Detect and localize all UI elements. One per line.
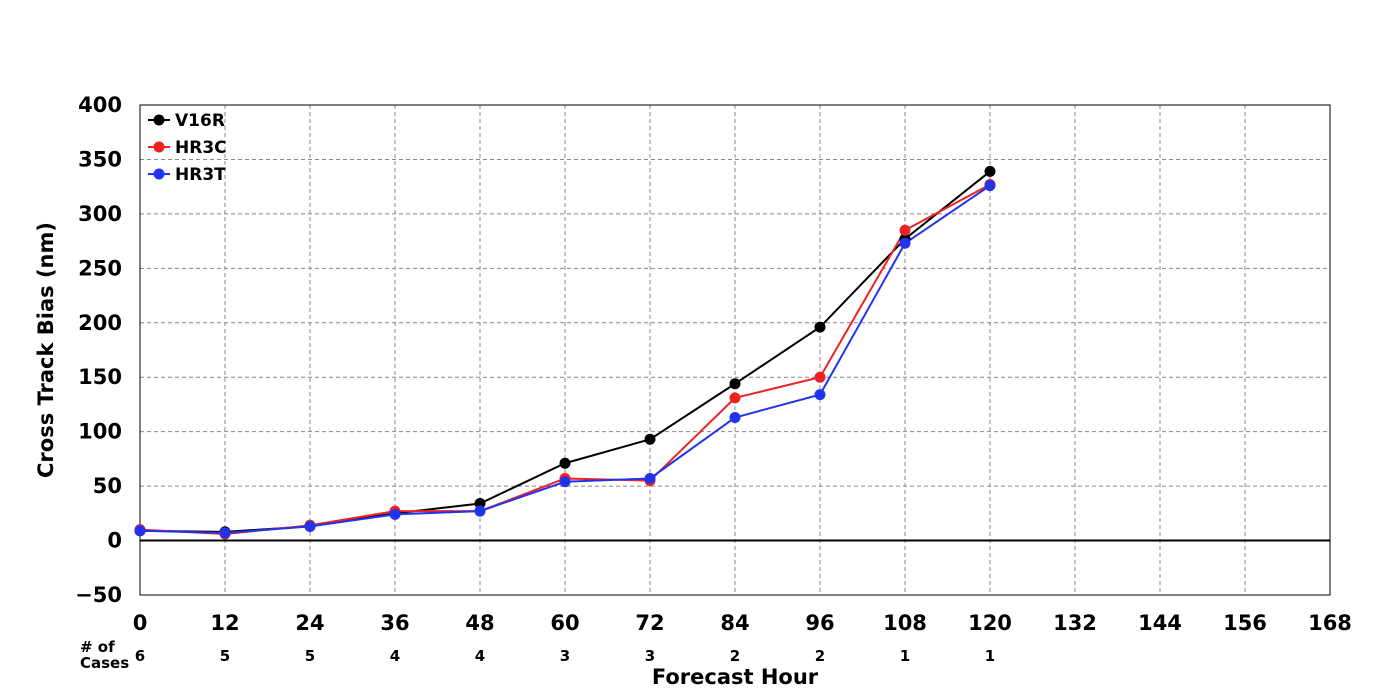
legend: V16R HR3C HR3T bbox=[148, 111, 227, 185]
x-tick-label: 168 bbox=[1308, 611, 1352, 635]
y-tick-label: 50 bbox=[93, 474, 122, 498]
plot-frame bbox=[139, 104, 1331, 596]
x-tick-label: 36 bbox=[380, 611, 409, 635]
legend-marker-hr3c bbox=[153, 141, 165, 153]
grid-lines bbox=[140, 105, 1330, 595]
legend-marker-hr3t bbox=[153, 168, 165, 180]
y-tick-label: 100 bbox=[78, 420, 122, 444]
x-tick-label: 48 bbox=[465, 611, 494, 635]
data-point-hr3t bbox=[134, 525, 146, 537]
y-tick-label: −50 bbox=[75, 583, 122, 607]
x-tick-label: 72 bbox=[635, 611, 664, 635]
data-point-v16r bbox=[729, 378, 741, 390]
cases-count: 4 bbox=[390, 647, 400, 665]
data-point-hr3c bbox=[814, 371, 826, 383]
x-tick-label: 60 bbox=[550, 611, 579, 635]
legend-label-hr3t: HR3T bbox=[175, 165, 226, 185]
cases-row: 6 5 5 4 4 3 3 2 2 1 1 bbox=[135, 647, 995, 665]
series-layer bbox=[134, 165, 996, 540]
y-axis-title: Cross Track Bias (nm) bbox=[34, 222, 58, 478]
data-point-hr3t bbox=[474, 505, 486, 517]
data-point-v16r bbox=[474, 498, 486, 510]
x-tick-label: 84 bbox=[720, 611, 749, 635]
x-tick-label: 108 bbox=[883, 611, 927, 635]
data-point-hr3t bbox=[559, 476, 571, 488]
x-axis-title: Forecast Hour bbox=[652, 665, 819, 689]
data-point-hr3t bbox=[729, 412, 741, 424]
cases-count: 3 bbox=[560, 647, 570, 665]
legend-label-hr3c: HR3C bbox=[175, 138, 227, 158]
y-tick-label: 400 bbox=[78, 93, 122, 117]
data-point-hr3t bbox=[389, 508, 401, 520]
y-tick-label: 0 bbox=[107, 529, 122, 553]
x-tick-label: 132 bbox=[1053, 611, 1097, 635]
data-point-v16r bbox=[984, 165, 996, 177]
legend-marker-v16r bbox=[153, 114, 165, 126]
cases-label-line2: Cases bbox=[80, 654, 129, 672]
x-tick-label: 120 bbox=[968, 611, 1012, 635]
legend-label-v16r: V16R bbox=[175, 111, 225, 131]
data-point-hr3t bbox=[304, 520, 316, 532]
data-point-v16r bbox=[814, 321, 826, 333]
cases-count: 1 bbox=[900, 647, 910, 665]
x-tick-label: 0 bbox=[133, 611, 148, 635]
data-point-hr3t bbox=[814, 389, 826, 401]
y-tick-labels: −50 0 50 100 150 200 250 300 350 400 bbox=[75, 93, 122, 607]
data-point-hr3t bbox=[644, 472, 656, 484]
data-point-hr3c bbox=[899, 224, 911, 236]
cases-count: 5 bbox=[305, 647, 315, 665]
y-tick-label: 200 bbox=[78, 311, 122, 335]
y-tick-label: 150 bbox=[78, 365, 122, 389]
cases-count: 2 bbox=[815, 647, 825, 665]
data-point-v16r bbox=[644, 433, 656, 445]
x-tick-label: 96 bbox=[805, 611, 834, 635]
cases-label-line1: # of bbox=[80, 638, 115, 656]
cases-count: 1 bbox=[985, 647, 995, 665]
data-point-hr3c bbox=[729, 392, 741, 404]
x-tick-label: 156 bbox=[1223, 611, 1267, 635]
data-point-hr3t bbox=[899, 237, 911, 249]
data-point-hr3t bbox=[984, 180, 996, 192]
cases-count: 4 bbox=[475, 647, 485, 665]
x-tick-label: 12 bbox=[210, 611, 239, 635]
x-tick-label: 144 bbox=[1138, 611, 1182, 635]
x-tick-labels: 0 12 24 36 48 60 72 84 96 108 120 132 144 156 168 bbox=[133, 611, 1352, 635]
cases-count: 2 bbox=[730, 647, 740, 665]
cases-count: 6 bbox=[135, 647, 145, 665]
data-point-hr3t bbox=[219, 527, 231, 539]
y-tick-label: 350 bbox=[78, 147, 122, 171]
cases-count: 5 bbox=[220, 647, 230, 665]
y-tick-label: 250 bbox=[78, 256, 122, 280]
data-point-v16r bbox=[559, 457, 571, 469]
y-tick-label: 300 bbox=[78, 202, 122, 226]
cases-count: 3 bbox=[645, 647, 655, 665]
x-tick-label: 24 bbox=[295, 611, 324, 635]
